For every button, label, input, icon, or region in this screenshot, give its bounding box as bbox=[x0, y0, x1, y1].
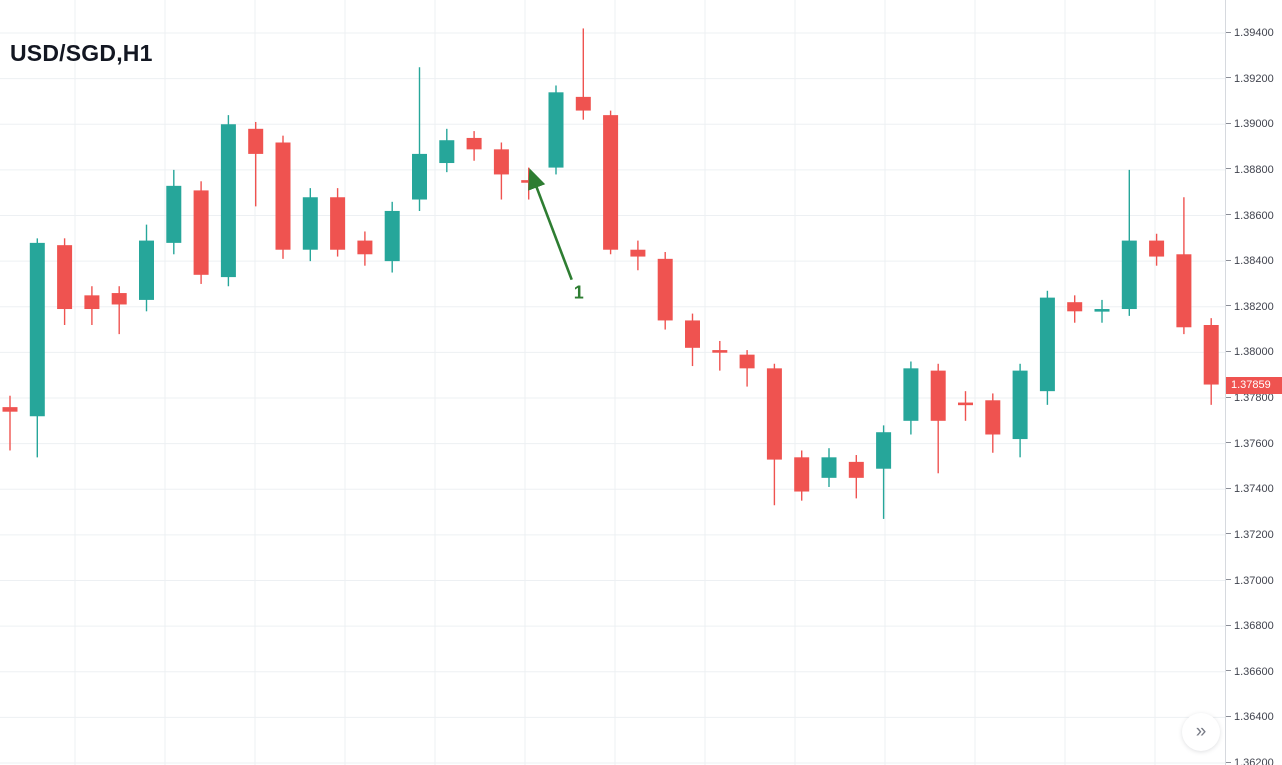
candle bbox=[876, 425, 892, 519]
tick-mark bbox=[1226, 305, 1231, 307]
candle bbox=[657, 252, 673, 330]
price-tick-label: 1.37800 bbox=[1226, 390, 1282, 406]
candle bbox=[166, 169, 182, 255]
candle bbox=[220, 115, 236, 287]
candle bbox=[1012, 363, 1028, 458]
current-price-tag: 1.37859 bbox=[1226, 376, 1282, 394]
tick-mark bbox=[1226, 122, 1231, 124]
tick-mark bbox=[1226, 214, 1231, 216]
candle bbox=[466, 131, 482, 161]
tick-mark bbox=[1226, 533, 1231, 535]
tick-mark bbox=[1226, 31, 1231, 33]
tick-mark bbox=[1226, 350, 1231, 352]
expand-button[interactable]: » bbox=[1182, 713, 1220, 751]
candle bbox=[1203, 318, 1219, 405]
tick-mark bbox=[1226, 259, 1231, 261]
tick-mark bbox=[1226, 487, 1231, 489]
price-tick-label: 1.39200 bbox=[1226, 71, 1282, 87]
candle bbox=[630, 240, 646, 271]
tick-mark bbox=[1226, 624, 1231, 626]
candle bbox=[193, 181, 209, 284]
candle bbox=[766, 363, 782, 506]
candle bbox=[548, 85, 564, 175]
price-tick-label: 1.36200 bbox=[1226, 755, 1282, 765]
price-tick-label: 1.38800 bbox=[1226, 162, 1282, 178]
candlestick-chart[interactable]: 1 bbox=[0, 0, 1225, 765]
candle bbox=[275, 135, 291, 259]
tick-mark bbox=[1226, 579, 1231, 581]
tick-mark bbox=[1226, 396, 1231, 398]
price-tick-label: 1.37400 bbox=[1226, 481, 1282, 497]
price-tick-label: 1.38400 bbox=[1226, 253, 1282, 269]
candle bbox=[139, 224, 154, 312]
tick-mark bbox=[1226, 168, 1231, 170]
candles bbox=[2, 28, 1219, 519]
candle bbox=[712, 340, 728, 371]
price-tick-label: 1.39400 bbox=[1226, 25, 1282, 41]
tick-mark bbox=[1226, 442, 1231, 444]
candle bbox=[29, 238, 45, 458]
candle bbox=[111, 286, 127, 335]
price-tick-label: 1.36600 bbox=[1226, 664, 1282, 680]
price-axis[interactable]: 1.37859 1.39400 1.39200 1.39000 1.38800 1.38… bbox=[1225, 0, 1282, 765]
tick-mark bbox=[1226, 715, 1231, 717]
candle bbox=[302, 188, 318, 262]
candle bbox=[1149, 233, 1165, 266]
price-tick-label: 1.37200 bbox=[1226, 527, 1282, 543]
candle bbox=[330, 188, 346, 257]
candle bbox=[439, 128, 455, 173]
candle bbox=[1176, 197, 1192, 335]
tick-mark bbox=[1226, 761, 1231, 763]
candle bbox=[1067, 295, 1083, 323]
candle bbox=[2, 395, 18, 451]
annotation-label: 1 bbox=[574, 283, 584, 303]
price-tick-label: 1.38200 bbox=[1226, 299, 1282, 315]
tick-mark bbox=[1226, 77, 1231, 79]
candle bbox=[739, 350, 755, 387]
candle bbox=[1039, 290, 1055, 405]
candle bbox=[57, 238, 73, 325]
candle bbox=[1094, 299, 1110, 323]
candle bbox=[903, 361, 919, 435]
candle bbox=[1121, 169, 1137, 316]
symbol-title: USD/SGD,H1 bbox=[10, 40, 153, 66]
price-tick-label: 1.36800 bbox=[1226, 618, 1282, 634]
candle bbox=[412, 67, 427, 211]
candle bbox=[930, 363, 946, 474]
tick-mark bbox=[1226, 670, 1231, 672]
candle bbox=[821, 448, 837, 487]
candle bbox=[575, 28, 591, 120]
candle bbox=[384, 201, 400, 273]
candle bbox=[985, 393, 1001, 453]
candle bbox=[848, 455, 864, 499]
candle bbox=[357, 231, 373, 266]
candle bbox=[84, 286, 100, 325]
candle bbox=[794, 450, 810, 501]
price-tick-label: 1.37600 bbox=[1226, 436, 1282, 452]
price-tick-label: 1.39000 bbox=[1226, 116, 1282, 132]
candle bbox=[248, 121, 264, 207]
candle bbox=[603, 110, 619, 255]
price-tick-label: 1.38000 bbox=[1226, 344, 1282, 360]
candle bbox=[958, 391, 973, 421]
price-tick-label: 1.38600 bbox=[1226, 208, 1282, 224]
arrow-annotation: 1 bbox=[528, 168, 584, 303]
price-tick-label: 1.36400 bbox=[1226, 709, 1282, 725]
candle bbox=[493, 142, 509, 200]
price-tick-label: 1.37000 bbox=[1226, 573, 1282, 589]
candle bbox=[685, 313, 700, 367]
